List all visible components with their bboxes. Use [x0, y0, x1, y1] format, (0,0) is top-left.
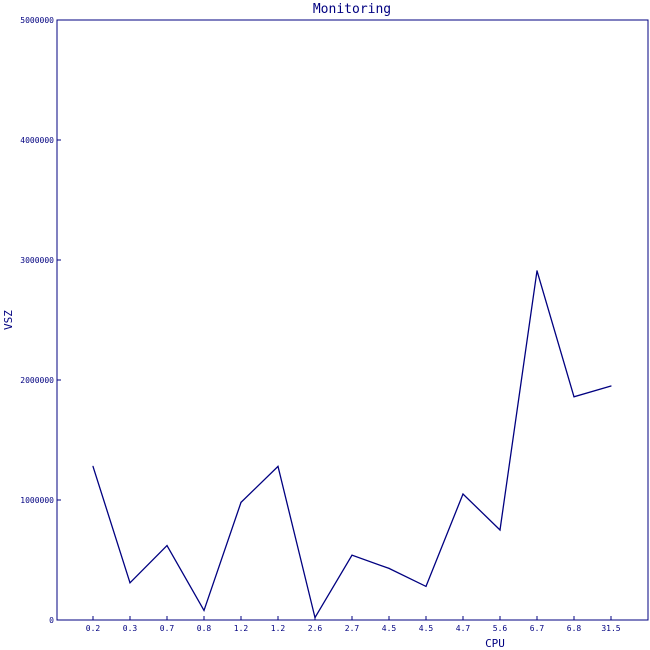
- plot-frame: [56, 19, 649, 621]
- data-point: [314, 617, 316, 619]
- data-point: [277, 465, 279, 467]
- data-point: [92, 465, 94, 467]
- x-tick-label: 5.6: [493, 624, 508, 633]
- y-tick-label: 1000000: [20, 496, 54, 505]
- data-point: [203, 609, 205, 612]
- x-tick-label: 4.7: [456, 624, 471, 633]
- x-tick-label: 2.7: [345, 624, 360, 633]
- y-tick-label: 2000000: [20, 376, 54, 385]
- data-point: [351, 554, 353, 556]
- x-axis: 0.2 0.3 0.7 0.8 1.2 1.2 2.6 2.7 4.5 4.5 4.7 5.6 6.7 6…: [86, 616, 621, 633]
- y-tick-label: 5000000: [20, 16, 54, 25]
- x-tick-label: 6.7: [530, 624, 545, 633]
- data-point: [573, 396, 575, 398]
- x-tick-label: 0.3: [123, 624, 138, 633]
- data-point: [462, 493, 464, 495]
- series-line: [92, 270, 612, 620]
- y-tick-label: 0: [49, 616, 54, 625]
- x-tick-label: 0.2: [86, 624, 101, 633]
- x-tick-label: 1.2: [234, 624, 249, 633]
- x-tick-label: 6.8: [567, 624, 582, 633]
- data-point: [425, 585, 427, 588]
- y-tick-label: 4000000: [20, 136, 54, 145]
- series-group: [92, 270, 612, 620]
- y-axis-label: VSZ: [2, 310, 15, 330]
- data-point: [536, 270, 538, 272]
- x-tick-label: 2.6: [308, 624, 323, 633]
- x-tick-label: 0.7: [160, 624, 175, 633]
- y-tick-label: 3000000: [20, 256, 54, 265]
- x-tick-label: 1.2: [271, 624, 286, 633]
- x-tick-label: 4.5: [419, 624, 434, 633]
- data-point: [166, 545, 168, 547]
- x-tick-label: 0.8: [197, 624, 212, 633]
- x-tick-label: 4.5: [382, 624, 397, 633]
- y-axis: 0 1000000 2000000 3000000 4000000 5000000: [20, 16, 61, 625]
- data-point: [499, 529, 501, 531]
- data-point: [129, 582, 131, 584]
- data-point: [240, 501, 242, 503]
- x-tick-label: 31.5: [601, 624, 620, 633]
- chart-title: Monitoring: [313, 2, 391, 17]
- x-axis-label: CPU: [485, 637, 505, 650]
- data-point: [388, 567, 390, 570]
- data-point: [610, 385, 612, 387]
